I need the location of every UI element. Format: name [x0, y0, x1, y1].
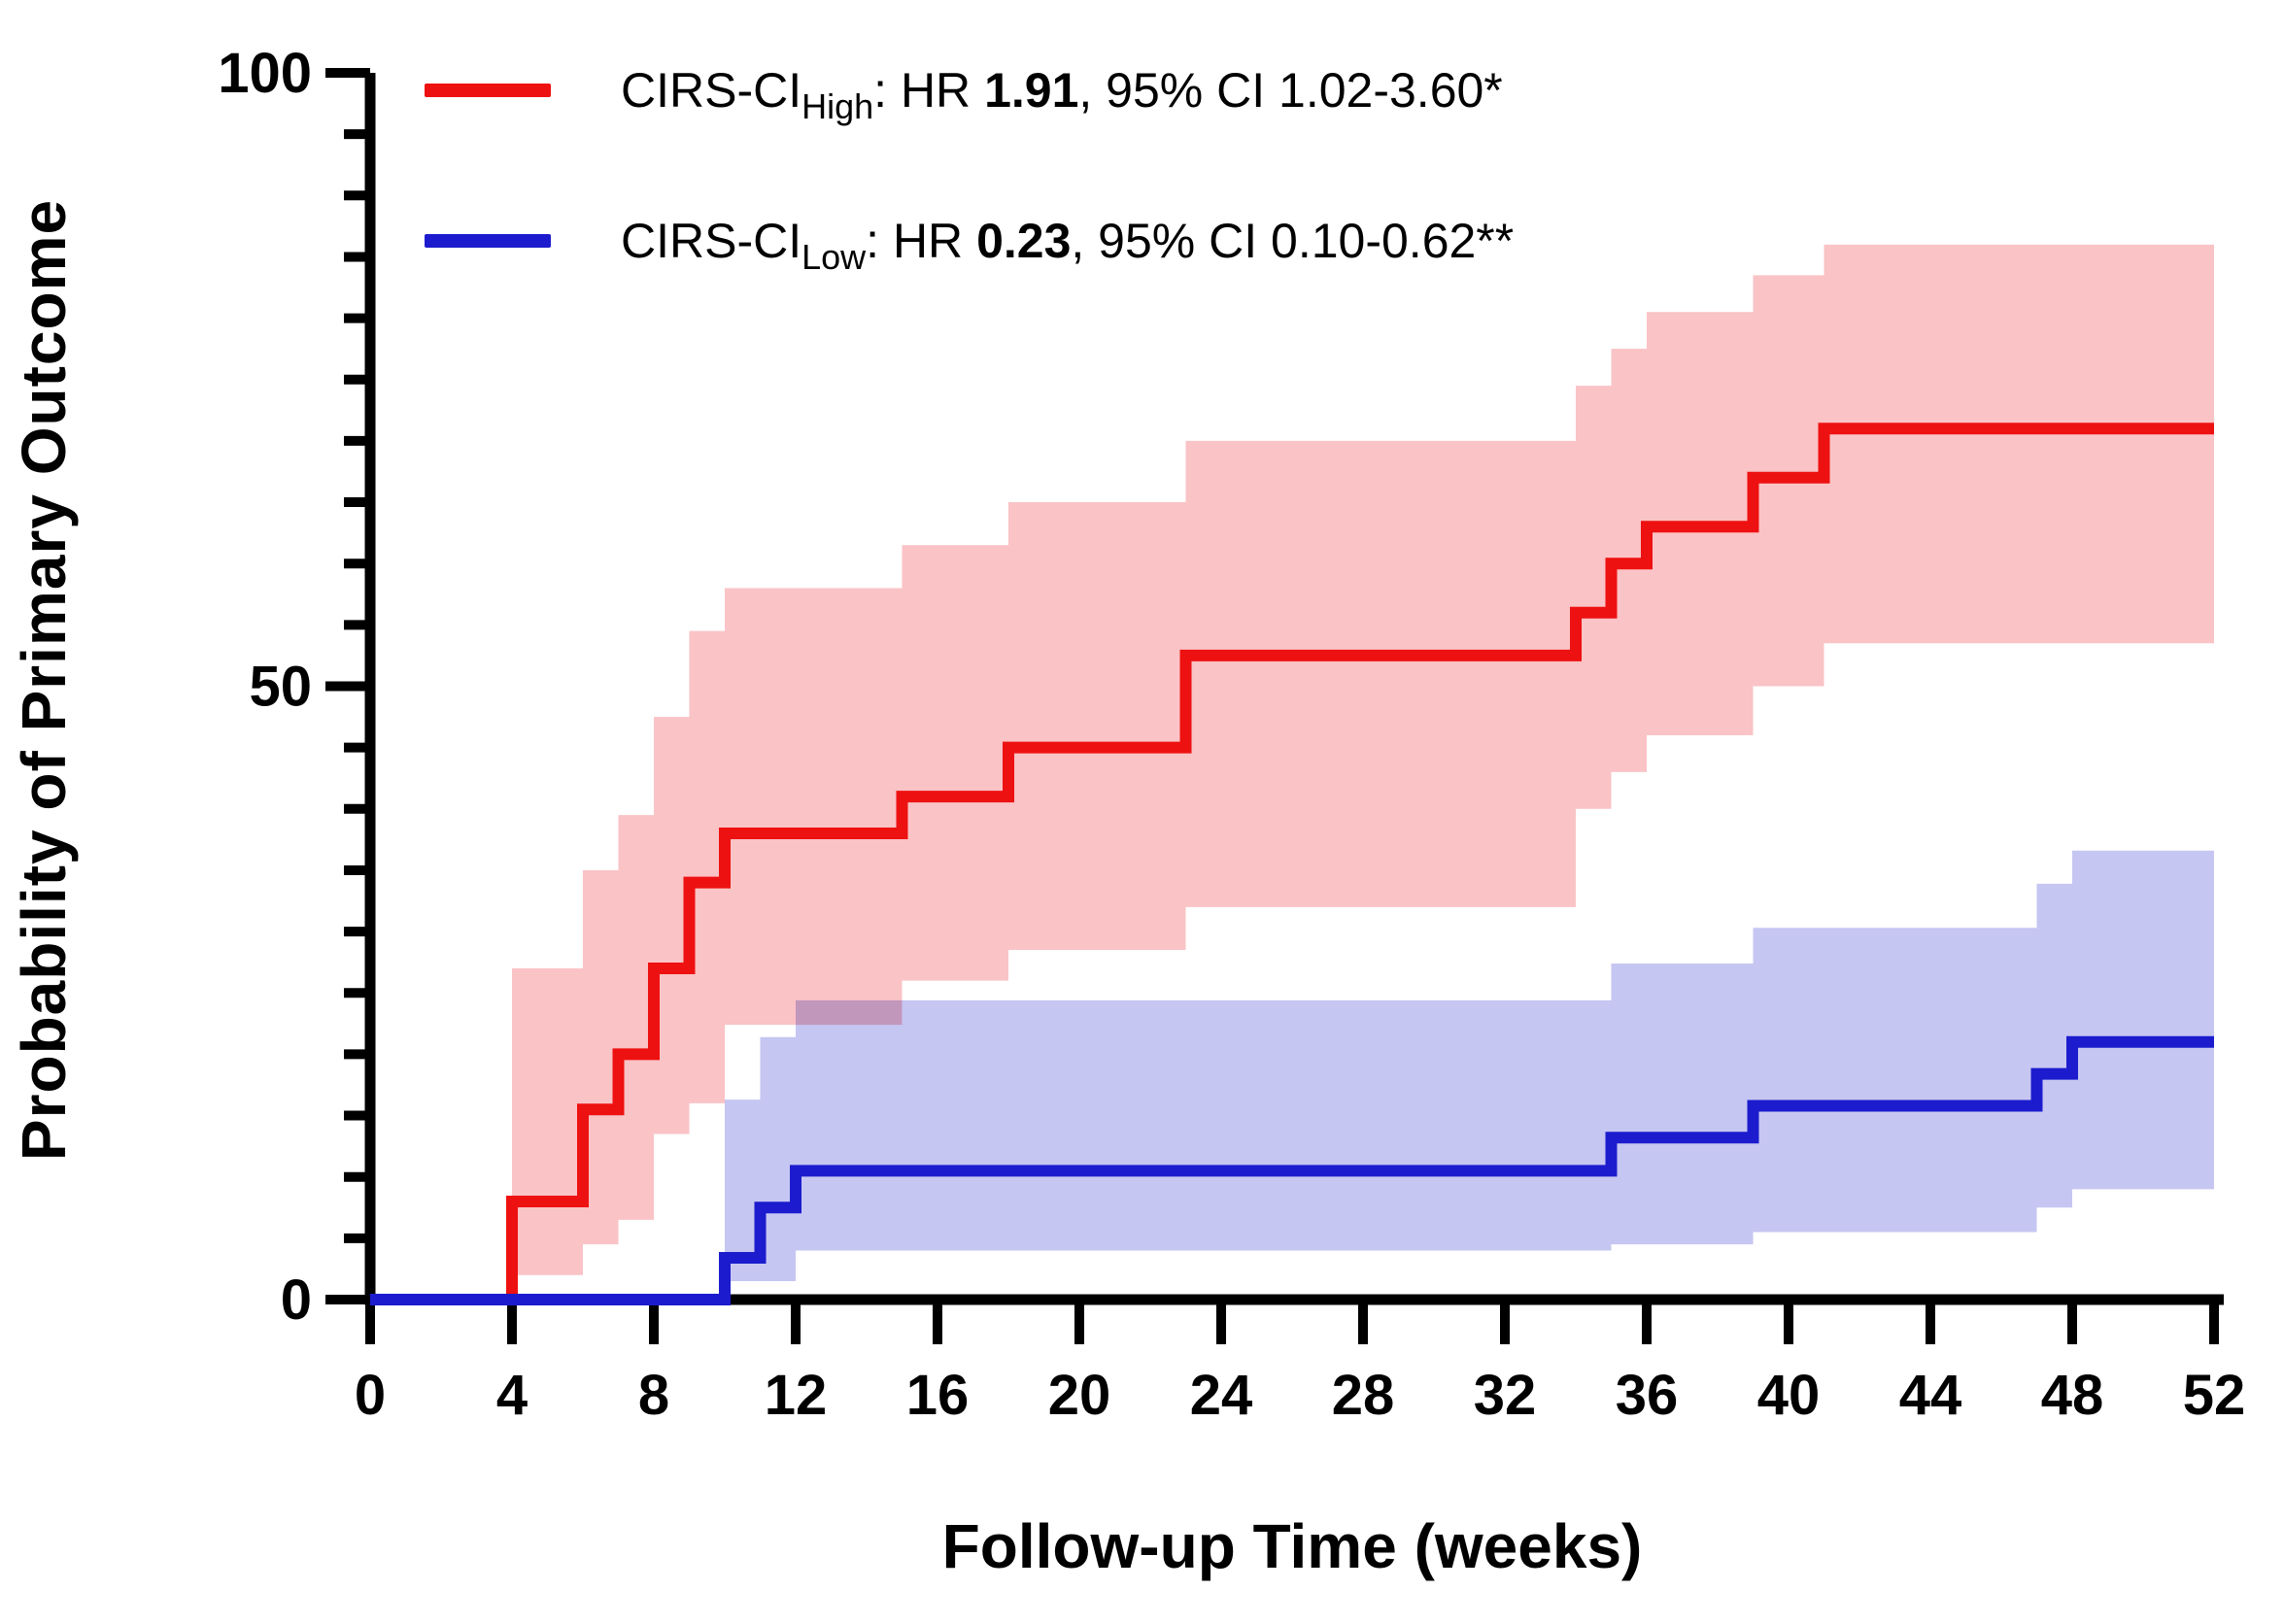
legend-swatch-blue-line [425, 234, 551, 248]
legend-series-name: CIRS-CI [621, 63, 802, 118]
x-tick-label: 48 [2041, 1364, 2104, 1427]
legend-series-subscript: High [801, 86, 874, 126]
x-tick-label: 16 [906, 1364, 970, 1427]
red-ci-band [512, 244, 2214, 1275]
red-step-curve-cirs-ci-high [370, 423, 2214, 1305]
y-axis-title: Probability of Primary Outcome [9, 198, 79, 1162]
legend-series-subscript: Low [801, 237, 867, 277]
x-tick-label: 28 [1332, 1364, 1395, 1427]
x-tick-label: 44 [1899, 1364, 1962, 1427]
x-tick-label: 32 [1474, 1364, 1537, 1427]
x-tick-label: 24 [1190, 1364, 1253, 1427]
legend-ci-text: , 95% CI 0.10-0.62** [1071, 214, 1515, 268]
ci-bands [512, 244, 2214, 1282]
x-tick-label: 0 [355, 1364, 386, 1427]
x-tick-label: 36 [1616, 1364, 1679, 1427]
legend-hr-value: 1.91 [984, 63, 1079, 118]
x-tick-label: 52 [2183, 1364, 2246, 1427]
x-axis-title: Follow-up Time (weeks) [941, 1511, 1643, 1581]
x-tick-label: 40 [1757, 1364, 1821, 1427]
legend-entry-cirs-ci-high: CIRS-CIHigh: HR 1.91, 95% CI 1.02-3.60* [425, 49, 1503, 132]
legend-series-name: CIRS-CI [621, 214, 802, 268]
x-tick-label: 8 [638, 1364, 669, 1427]
x-tick-label: 20 [1048, 1364, 1111, 1427]
blue-step-curve-cirs-ci-low [370, 1035, 2214, 1305]
x-tick-label: 4 [496, 1364, 528, 1427]
legend-ci-text: , 95% CI 1.02-3.60* [1078, 63, 1503, 118]
legend-hr-prefix: : HR [873, 63, 985, 118]
y-tick-label: 50 [249, 656, 312, 719]
y-tick-label: 100 [218, 42, 312, 105]
legend-swatch-red-line [425, 84, 551, 97]
legend-hr-value: 0.23 [976, 214, 1072, 268]
legend-label-cirs-ci-low: CIRS-CILow: HR 0.23, 95% CI 0.10-0.62** [621, 213, 1515, 275]
survival-curves [370, 423, 2214, 1305]
legend-hr-prefix: : HR [866, 214, 977, 268]
y-tick-label: 0 [281, 1269, 312, 1332]
legend-entry-cirs-ci-low: CIRS-CILow: HR 0.23, 95% CI 0.10-0.62** [425, 199, 1514, 283]
legend-label-cirs-ci-high: CIRS-CIHigh: HR 1.91, 95% CI 1.02-3.60* [621, 62, 1503, 124]
x-tick-label: 12 [765, 1364, 828, 1427]
